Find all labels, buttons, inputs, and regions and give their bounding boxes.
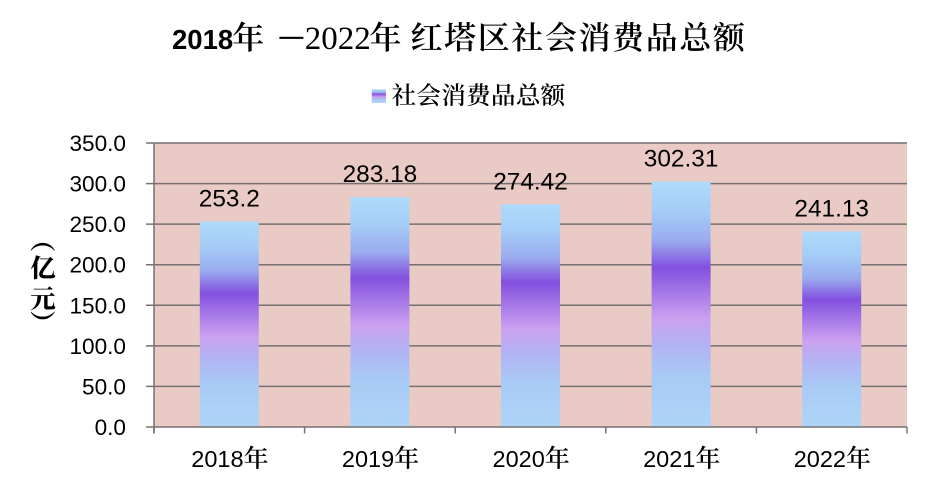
svg-text:50.0: 50.0 <box>82 374 126 399</box>
svg-text:150.0: 150.0 <box>69 293 126 318</box>
svg-text:200.0: 200.0 <box>69 253 126 278</box>
svg-text:2021: 2021 <box>643 446 695 472</box>
svg-text:2022: 2022 <box>305 21 371 57</box>
svg-text:300.0: 300.0 <box>69 172 126 197</box>
svg-text:253.2: 253.2 <box>199 186 260 213</box>
svg-text:283.18: 283.18 <box>343 161 418 188</box>
svg-text:2020: 2020 <box>493 446 545 472</box>
svg-text:2018: 2018 <box>191 446 243 472</box>
svg-text:100.0: 100.0 <box>69 334 126 359</box>
svg-text:2022: 2022 <box>794 446 846 472</box>
svg-text:302.31: 302.31 <box>644 146 719 173</box>
svg-text:2018: 2018 <box>172 24 233 55</box>
svg-text:250.0: 250.0 <box>69 212 126 237</box>
svg-text:0.0: 0.0 <box>95 415 126 440</box>
svg-text:2019: 2019 <box>342 446 394 472</box>
svg-text:241.13: 241.13 <box>794 195 869 222</box>
svg-text:274.42: 274.42 <box>493 168 568 195</box>
svg-text:350.0: 350.0 <box>69 131 126 156</box>
